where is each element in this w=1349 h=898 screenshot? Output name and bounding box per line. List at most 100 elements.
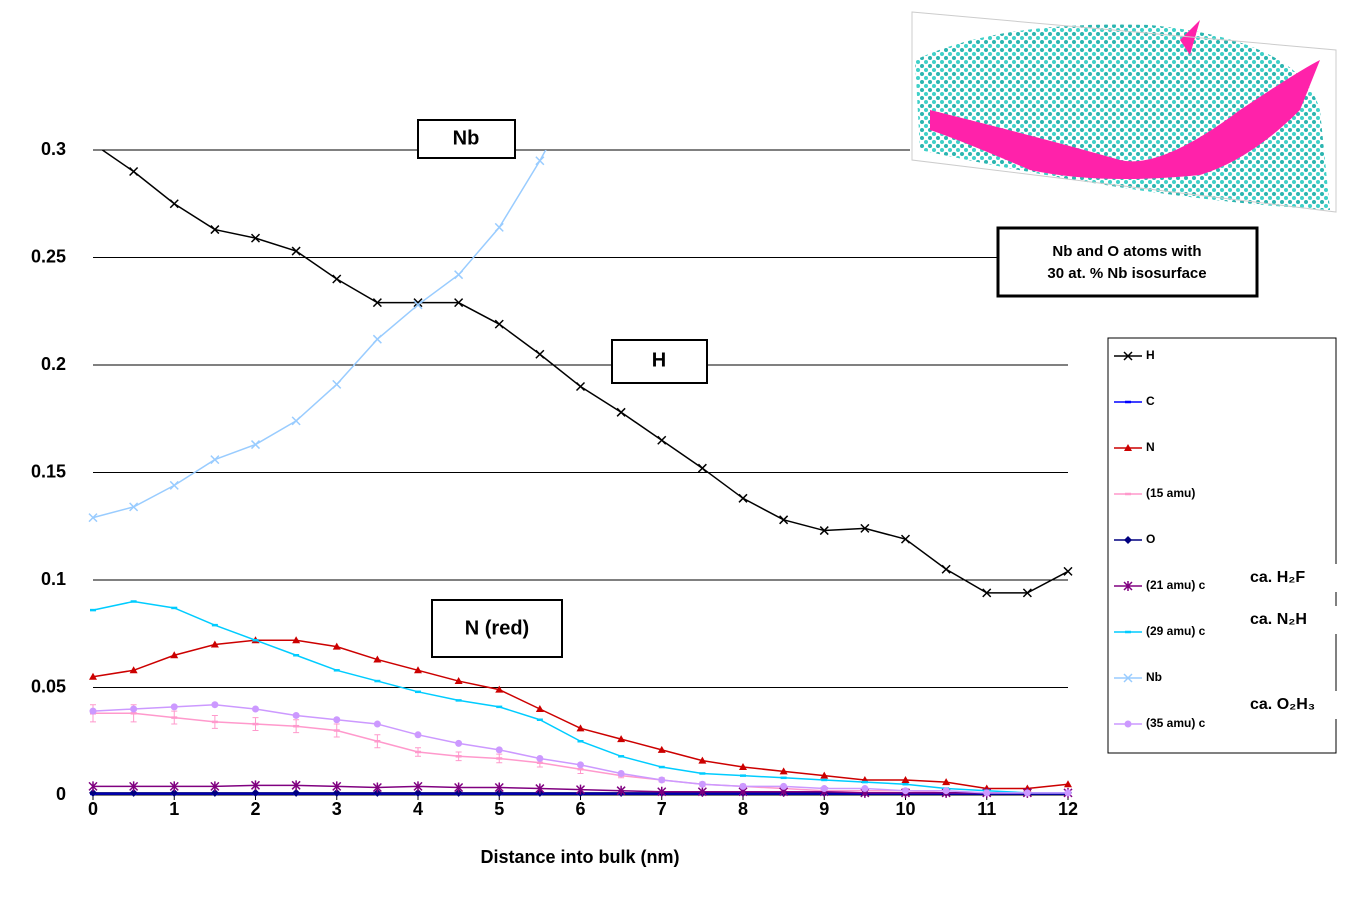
legend-label: O: [1146, 532, 1155, 546]
marker: [697, 463, 707, 473]
y-tick-label: 0.05: [31, 676, 66, 696]
marker: [577, 761, 584, 769]
legend-label: (15 amu): [1146, 486, 1195, 500]
x-tick-label: 5: [494, 799, 504, 819]
x-tick-label: 2: [250, 799, 260, 819]
marker: [89, 672, 97, 680]
marker: [332, 642, 341, 650]
x-tick-label: 1: [169, 799, 179, 819]
annotation-box: [417, 119, 516, 159]
marker: [698, 756, 707, 764]
marker: [210, 455, 220, 465]
legend-label: (35 amu) c: [1146, 716, 1206, 730]
marker: [658, 776, 666, 784]
marker: [333, 716, 341, 724]
marker: [1124, 444, 1132, 451]
annotation-box: [996, 226, 1259, 298]
marker: [982, 588, 992, 598]
marker: [576, 724, 585, 732]
marker: [780, 782, 788, 790]
annotation-bg: [1246, 691, 1342, 719]
marker: [535, 705, 544, 712]
marker: [901, 775, 910, 783]
marker: [617, 735, 626, 743]
marker: [89, 788, 97, 797]
marker: [210, 640, 219, 648]
marker: [414, 731, 422, 739]
marker: [941, 564, 951, 574]
marker: [900, 534, 911, 544]
annotation: 30 at. % Nb isosurface: [1047, 265, 1206, 282]
marker: [291, 246, 301, 256]
marker: [210, 225, 220, 235]
marker: [372, 782, 382, 793]
marker: [372, 298, 382, 308]
marker: [779, 767, 788, 775]
annotation-bg: [1246, 606, 1342, 634]
annotation: H: [652, 349, 666, 371]
marker: [983, 789, 991, 797]
marker: [373, 788, 382, 797]
marker: [332, 788, 341, 797]
marker: [169, 199, 179, 209]
legend-label: N: [1146, 440, 1155, 454]
x-tick-label: 12: [1058, 799, 1078, 819]
legend-label: (29 amu) c: [1146, 624, 1206, 638]
legend-label: H: [1146, 348, 1155, 362]
marker: [251, 788, 260, 797]
marker: [1064, 789, 1072, 797]
marker: [739, 763, 747, 771]
marker: [413, 300, 423, 310]
marker: [819, 526, 829, 536]
marker: [292, 711, 300, 719]
marker: [89, 707, 97, 715]
marker: [1022, 588, 1032, 598]
x-tick-label: 10: [895, 799, 915, 819]
annotation-box: [431, 599, 563, 658]
annotation: N (red): [465, 617, 529, 639]
marker: [291, 780, 301, 791]
marker: [129, 666, 138, 674]
marker: [495, 788, 504, 797]
marker: [170, 703, 178, 711]
marker: [577, 82, 585, 90]
marker: [495, 746, 503, 754]
series-line: [92, 703, 1068, 794]
marker: [860, 523, 870, 533]
marker: [211, 701, 219, 709]
marker: [494, 319, 504, 329]
marker: [332, 379, 342, 389]
marker: [170, 651, 179, 659]
marker: [129, 781, 139, 792]
marker: [1124, 720, 1132, 728]
legend-label: (21 amu) c: [1146, 578, 1206, 592]
marker: [494, 222, 504, 232]
marker: [210, 781, 220, 792]
marker: [820, 771, 829, 779]
marker: [454, 782, 464, 793]
marker: [291, 416, 301, 426]
marker: [250, 440, 261, 450]
marker: [88, 781, 98, 792]
annotation-box: [611, 339, 708, 384]
marker: [170, 788, 179, 797]
marker: [494, 782, 504, 793]
marker: [1123, 351, 1133, 361]
marker: [454, 788, 463, 797]
marker: [414, 788, 422, 797]
marker: [657, 435, 667, 445]
marker: [88, 513, 98, 523]
annotation: ca. H₂F: [1250, 569, 1305, 586]
marker: [454, 677, 463, 685]
x-tick-label: 8: [738, 799, 748, 819]
x-tick-label: 6: [575, 799, 585, 819]
marker: [252, 705, 259, 713]
marker: [129, 502, 139, 512]
marker: [1063, 566, 1073, 576]
marker: [454, 270, 464, 280]
annotation: ca. O₂H₃: [1250, 696, 1315, 713]
annotation: Nb: [453, 127, 480, 149]
marker: [373, 655, 382, 663]
marker: [739, 782, 747, 790]
